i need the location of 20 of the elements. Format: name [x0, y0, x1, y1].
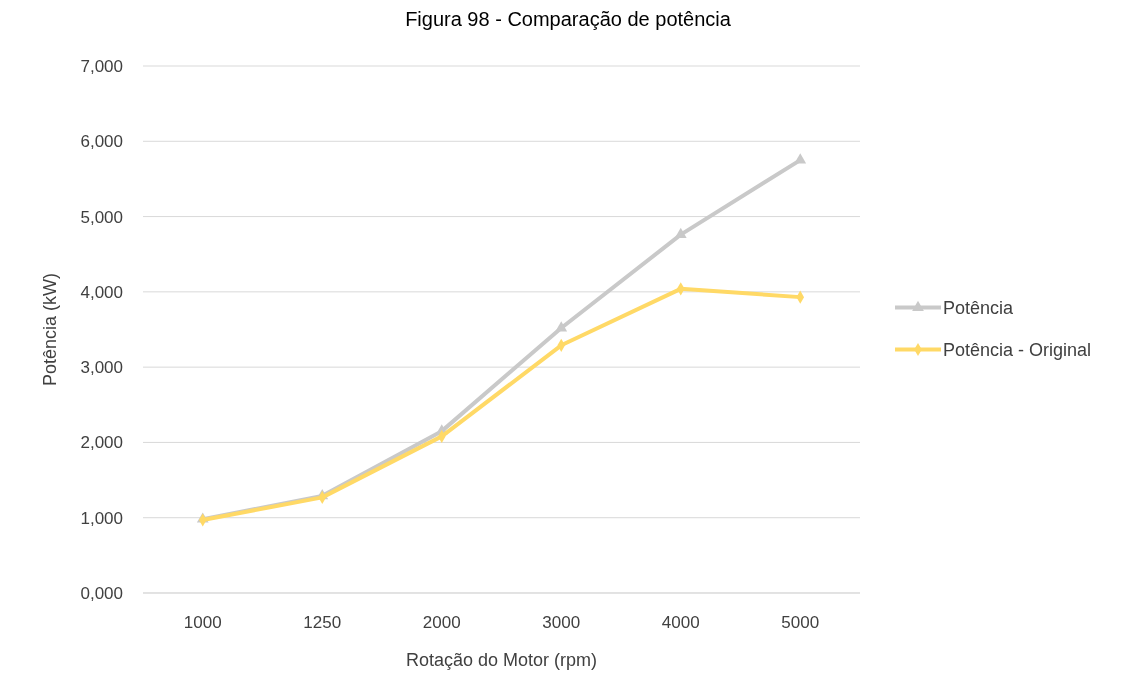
y-tick-label: 4,000 — [80, 282, 123, 302]
x-tick-label: 5000 — [781, 613, 820, 632]
y-tick-label: 2,000 — [80, 433, 123, 453]
chart-title: Figura 98 - Comparação de potência — [405, 8, 732, 30]
y-tick-label: 7,000 — [80, 56, 123, 76]
legend-label: Potência — [943, 297, 1015, 318]
x-tick-label: 4000 — [661, 613, 700, 632]
y-tick-label: 1,000 — [80, 508, 123, 528]
point — [555, 321, 568, 332]
y-tick-label: 5,000 — [80, 207, 123, 227]
y-tick-label: 0,000 — [80, 583, 123, 603]
y-tick-label: 3,000 — [80, 358, 123, 378]
x-tick-label: 3000 — [542, 613, 581, 632]
y-axis-title: Potência (kW) — [40, 272, 60, 387]
x-tick-label: 1250 — [303, 613, 342, 632]
legend-label: Potência - Original — [943, 339, 1092, 360]
x-tick-label: 2000 — [422, 613, 461, 632]
x-axis-title: Rotação do Motor (rpm) — [405, 650, 598, 670]
x-tick-label: 1000 — [183, 613, 222, 632]
y-tick-label: 6,000 — [80, 132, 123, 152]
